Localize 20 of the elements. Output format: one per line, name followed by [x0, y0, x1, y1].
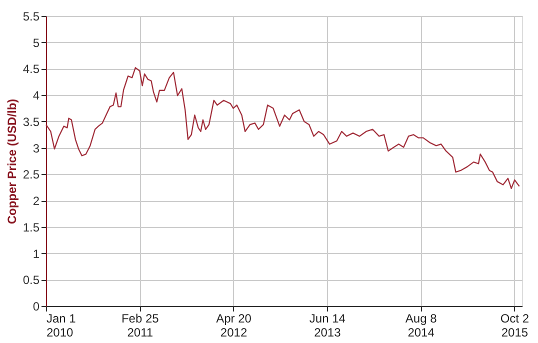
x-tick-label: Jan 1 2010	[46, 312, 76, 340]
y-tick-label: 4	[32, 88, 40, 103]
y-tick-label: 0	[32, 300, 40, 314]
y-axis-title: Copper Price (USD/lb)	[4, 98, 19, 224]
y-tick-label: 3.5	[22, 114, 40, 129]
y-tick-label: 5.5	[22, 10, 40, 24]
y-tick-label: 1.5	[22, 220, 40, 234]
x-tick-label: Aug 8 2014	[405, 312, 438, 340]
y-tick-label: 4.5	[22, 62, 40, 76]
x-tick-label: Feb 25 2011	[121, 312, 160, 340]
y-tick-label: 5	[32, 36, 40, 50]
line-series	[45, 67, 520, 190]
y-tick-label: 2	[32, 194, 40, 208]
x-tick-label: Apr 20 2012	[216, 312, 252, 340]
y-tick-label: 0.5	[22, 273, 40, 288]
y-tick-label: 2.5	[22, 168, 40, 182]
x-tick-label: Oct 2 2015	[500, 312, 530, 340]
y-tick-label: 3	[32, 141, 40, 156]
x-tick-label: Jun 14 2013	[309, 312, 346, 340]
y-tick-label: 1	[32, 246, 40, 261]
